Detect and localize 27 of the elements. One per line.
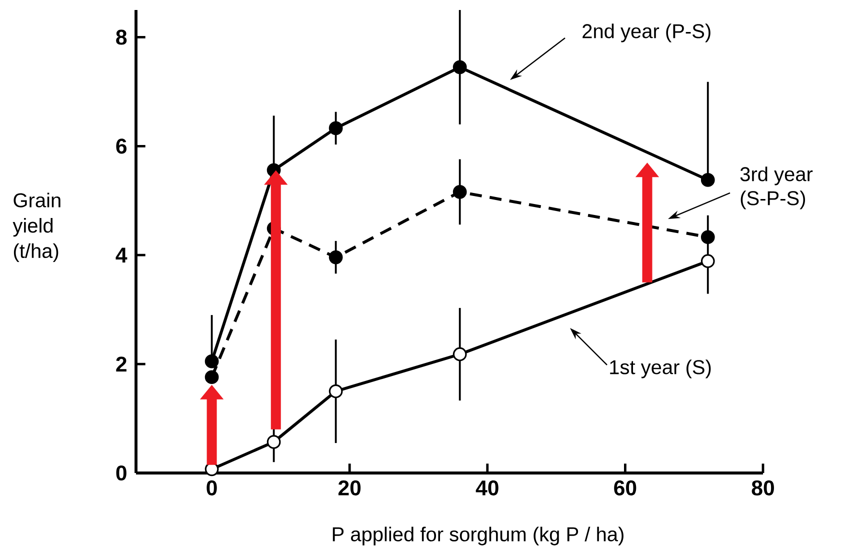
point [266, 435, 281, 449]
y-tick-label: 4 [116, 248, 128, 262]
point [452, 60, 467, 74]
annotation: 1st year (S) [610, 360, 711, 378]
annotation: 2nd year (P-S) [582, 24, 710, 42]
x-axis-title: P applied for sorghum (kg P / ha) [332, 526, 624, 546]
y-tick-label: 8 [116, 30, 127, 45]
point [328, 121, 343, 136]
y-axis-title: Grain yield (t/ha) [12, 192, 60, 262]
x-tick-label: 0 [206, 480, 217, 496]
point [204, 370, 219, 384]
point [328, 384, 343, 398]
y-tick-label: 6 [116, 138, 127, 154]
point [700, 254, 715, 268]
point [700, 173, 715, 187]
x-tick-label: 80 [752, 480, 774, 496]
x-tick-label: 40 [476, 480, 498, 496]
y-tick-label: 2 [116, 356, 126, 372]
point [328, 250, 343, 264]
x-tick-label: 20 [338, 480, 361, 496]
point [452, 347, 467, 362]
point [700, 230, 715, 244]
annotation: 3rd year (S-P-S) [740, 166, 813, 210]
x-tick-label: 60 [614, 480, 636, 496]
point [204, 354, 219, 368]
y-tick-label: 0 [116, 465, 126, 481]
point [452, 184, 467, 199]
